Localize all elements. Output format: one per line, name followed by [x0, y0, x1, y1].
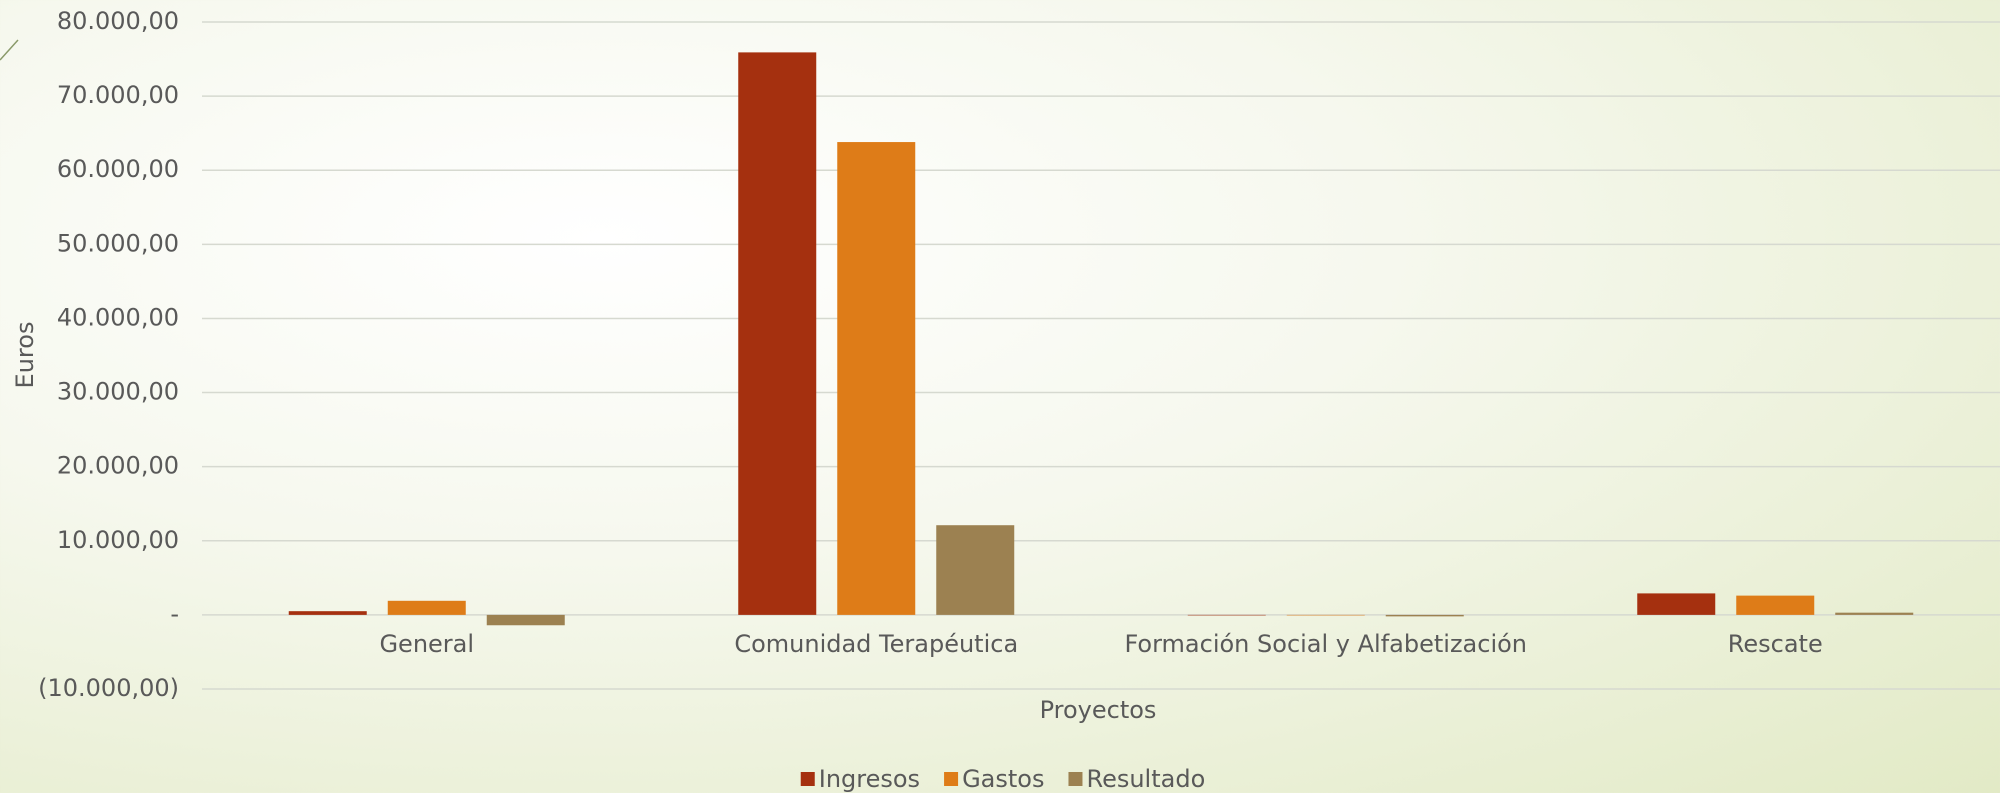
legend-swatch — [944, 772, 959, 786]
y-tick-label: (10.000,00) — [38, 674, 179, 702]
legend-swatch — [1068, 772, 1083, 786]
y-tick-label: 60.000,00 — [57, 155, 179, 183]
bar — [387, 600, 466, 615]
x-tick-label: General — [379, 630, 474, 658]
bar — [1637, 593, 1716, 615]
bar — [1385, 614, 1464, 617]
bar — [1286, 614, 1365, 616]
bar — [738, 52, 817, 615]
y-tick-label: 30.000,00 — [57, 378, 179, 406]
legend-swatch — [800, 772, 815, 786]
x-axis-label: Proyectos — [1040, 696, 1157, 724]
x-tick-label: Formación Social y Alfabetización — [1124, 630, 1527, 658]
legend-label: Resultado — [1086, 765, 1205, 793]
y-tick-label: 70.000,00 — [57, 81, 179, 109]
y-tick-label: - — [170, 600, 179, 628]
bar — [837, 142, 916, 615]
x-tick-label: Comunidad Terapéutica — [734, 630, 1018, 658]
bar — [936, 525, 1015, 615]
bar — [1835, 612, 1914, 615]
bar — [1187, 614, 1266, 616]
y-tick-label: 50.000,00 — [57, 229, 179, 257]
bar — [486, 614, 565, 626]
decoration — [0, 39, 19, 61]
legend-label: Ingresos — [819, 765, 920, 793]
bar — [288, 611, 367, 615]
bar — [1736, 595, 1815, 615]
y-tick-label: 40.000,00 — [57, 303, 179, 331]
y-tick-label: 80.000,00 — [57, 7, 179, 35]
y-axis-label: Euros — [11, 322, 39, 389]
x-tick-label: Rescate — [1728, 630, 1823, 658]
y-tick-label: 10.000,00 — [57, 526, 179, 554]
y-tick-label: 20.000,00 — [57, 452, 179, 480]
legend-label: Gastos — [962, 765, 1044, 793]
